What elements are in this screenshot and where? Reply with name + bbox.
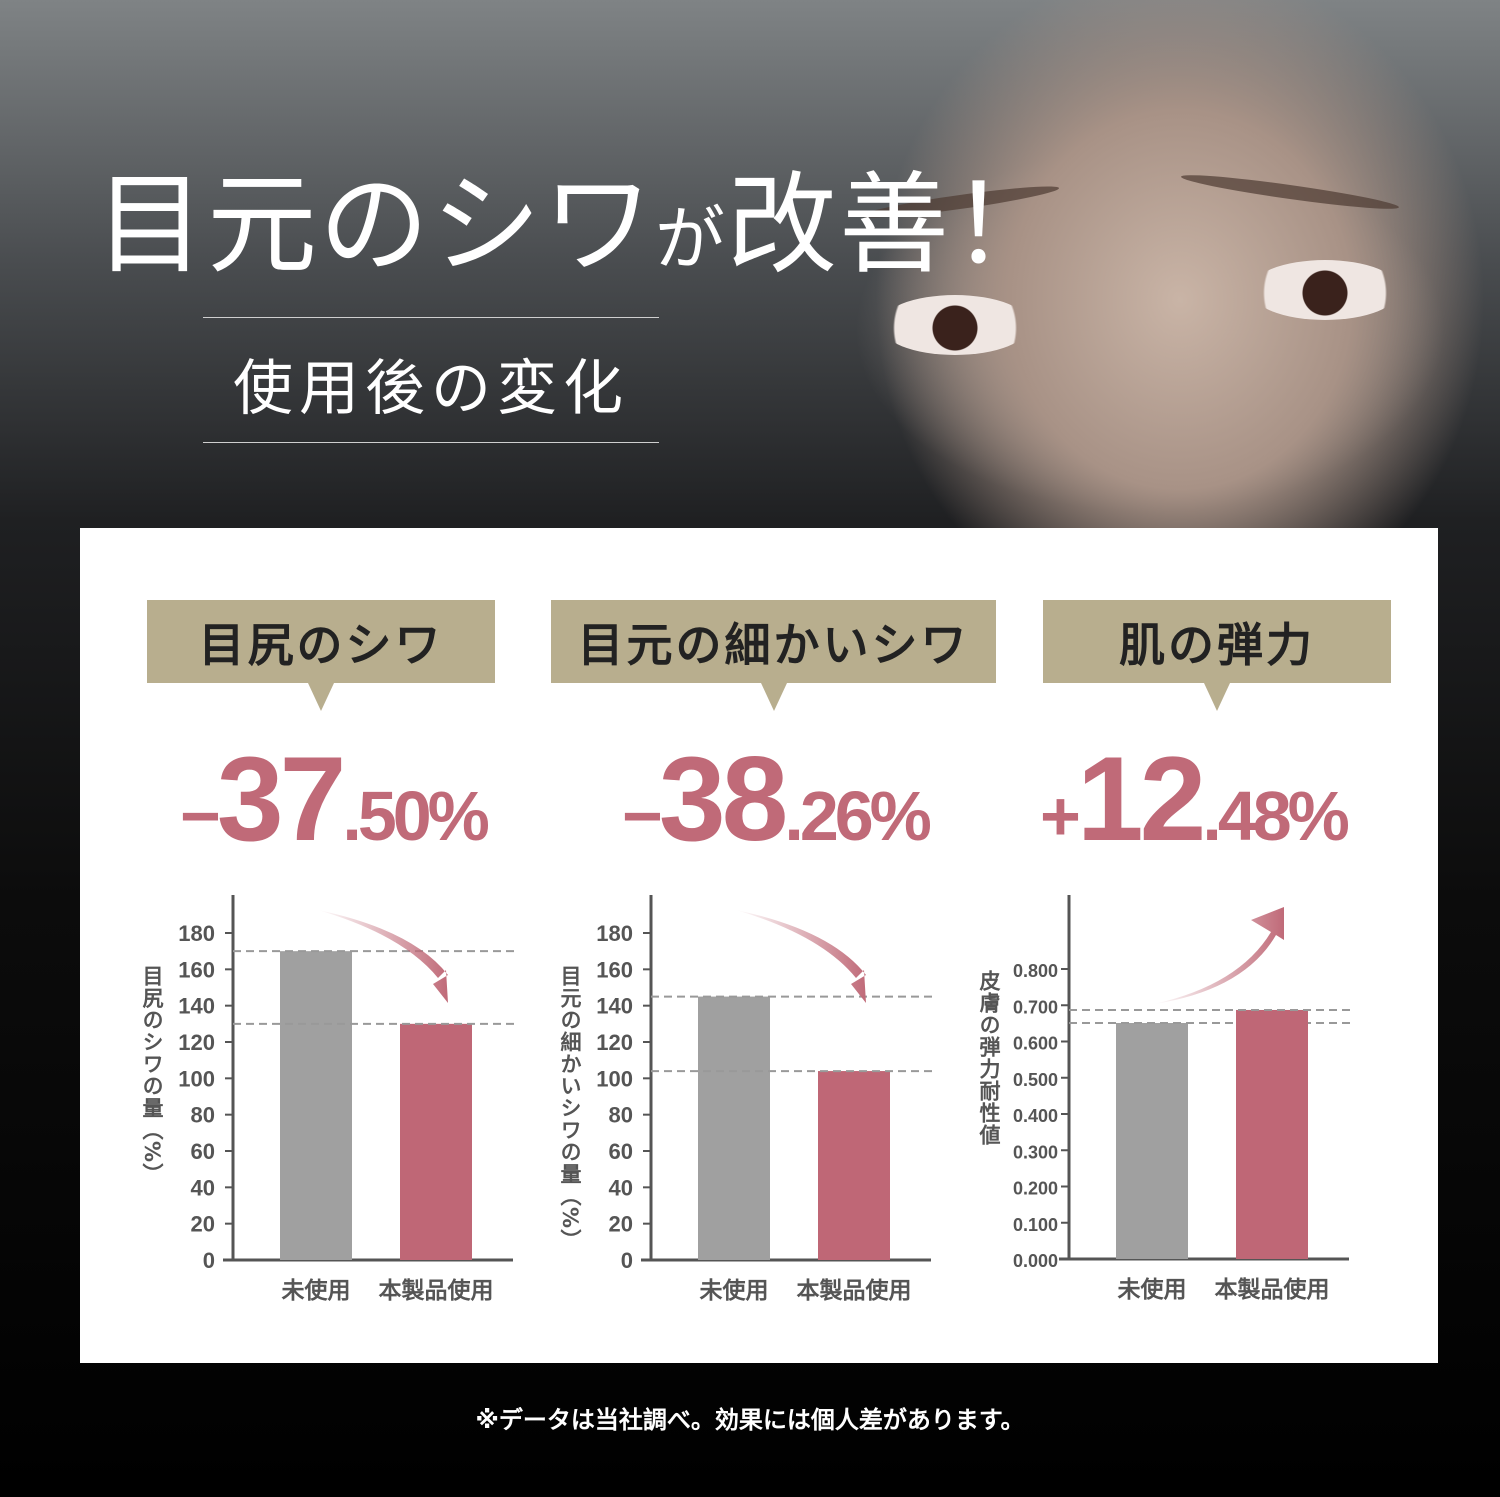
divider-top [203, 317, 659, 318]
y-tick-label: 80 [609, 1103, 633, 1128]
chart-1-title: 目尻のシワ [147, 600, 495, 711]
y-tick-label: 40 [609, 1175, 633, 1200]
y-tick-label: 0 [203, 1248, 215, 1273]
trend-arrow-up [1154, 907, 1284, 1004]
bar-after [400, 1023, 472, 1260]
trend-arrow-down [318, 910, 448, 1003]
chart-3-change: +12.48% [1040, 732, 1350, 866]
y-tick-label: 140 [178, 994, 215, 1019]
y-tick-label: 0.200 [1013, 1179, 1058, 1199]
x-tick-label: 未使用 [282, 1278, 351, 1304]
y-tick-label: 60 [191, 1139, 215, 1164]
headline-part2: が [655, 198, 727, 280]
chart-2-ylabel: 目元の細かいシワの量（%） [558, 965, 582, 1252]
y-tick-label: 0.000 [1013, 1251, 1058, 1271]
chart-2-change: −38.26% [622, 732, 932, 866]
trend-arrow-down [736, 910, 866, 1003]
bar-before [1116, 1023, 1188, 1259]
y-tick-label: 0.700 [1013, 997, 1058, 1017]
headline: 目元のシワが改善！ [95, 135, 1063, 295]
chart-2: 0 20 40 60 80 100 120 140 160 180 未使用 本製品使用 [596, 895, 934, 1304]
y-tick-label: 140 [596, 994, 633, 1019]
bar-before [698, 996, 770, 1260]
subtitle: 使用後の変化 [233, 354, 629, 424]
chart-2-title: 目元の細かいシワ [551, 600, 996, 711]
y-tick-label: 0.600 [1013, 1034, 1058, 1054]
y-tick-label: 80 [191, 1103, 215, 1128]
y-tick-label: 160 [596, 957, 633, 982]
y-tick-label: 160 [178, 957, 215, 982]
y-tick-label: 180 [596, 921, 633, 946]
x-tick-label: 未使用 [700, 1278, 769, 1304]
y-tick-label: 0.300 [1013, 1142, 1058, 1162]
y-tick-label: 40 [191, 1175, 215, 1200]
y-tick-label: 120 [178, 1030, 215, 1055]
y-tick-label: 0.800 [1013, 961, 1058, 981]
y-tick-label: 100 [178, 1066, 215, 1091]
chart-1-ylabel: 目尻のシワの量（%） [140, 965, 164, 1186]
chart-3-title: 肌の弾力 [1043, 600, 1391, 711]
footnote: ※データは当社調べ。効果には個人差があります。 [475, 1406, 1025, 1434]
headline-part1: 目元のシワ [95, 161, 655, 289]
divider-bottom [203, 442, 659, 443]
bar-before [280, 951, 352, 1260]
y-tick-label: 20 [609, 1212, 633, 1237]
x-tick-label: 本製品使用 [797, 1277, 912, 1304]
x-tick-label: 本製品使用 [1215, 1276, 1330, 1303]
x-tick-label: 本製品使用 [379, 1277, 494, 1304]
chart-3-ylabel: 皮膚の弾力耐性値 [977, 970, 1001, 1146]
bar-after [818, 1071, 890, 1260]
headline-part3: 改善！ [727, 161, 1063, 289]
y-tick-label: 0.400 [1013, 1106, 1058, 1126]
y-tick-label: 0 [621, 1248, 633, 1273]
chart-3: 0.000 0.100 0.200 0.300 0.400 0.500 0.600 0.700… [1013, 895, 1352, 1303]
y-tick-label: 20 [191, 1212, 215, 1237]
bar-after [1236, 1009, 1308, 1259]
y-tick-label: 100 [596, 1066, 633, 1091]
y-tick-label: 0.500 [1013, 1070, 1058, 1090]
y-tick-label: 120 [596, 1030, 633, 1055]
chart-1: 0 20 40 60 80 100 120 140 160 180 未使用 本製品使用 [178, 895, 516, 1304]
y-tick-label: 0.100 [1013, 1215, 1058, 1235]
chart-1-change: −37.50% [180, 732, 490, 866]
y-tick-label: 180 [178, 921, 215, 946]
y-tick-label: 60 [609, 1139, 633, 1164]
x-tick-label: 未使用 [1118, 1277, 1187, 1303]
